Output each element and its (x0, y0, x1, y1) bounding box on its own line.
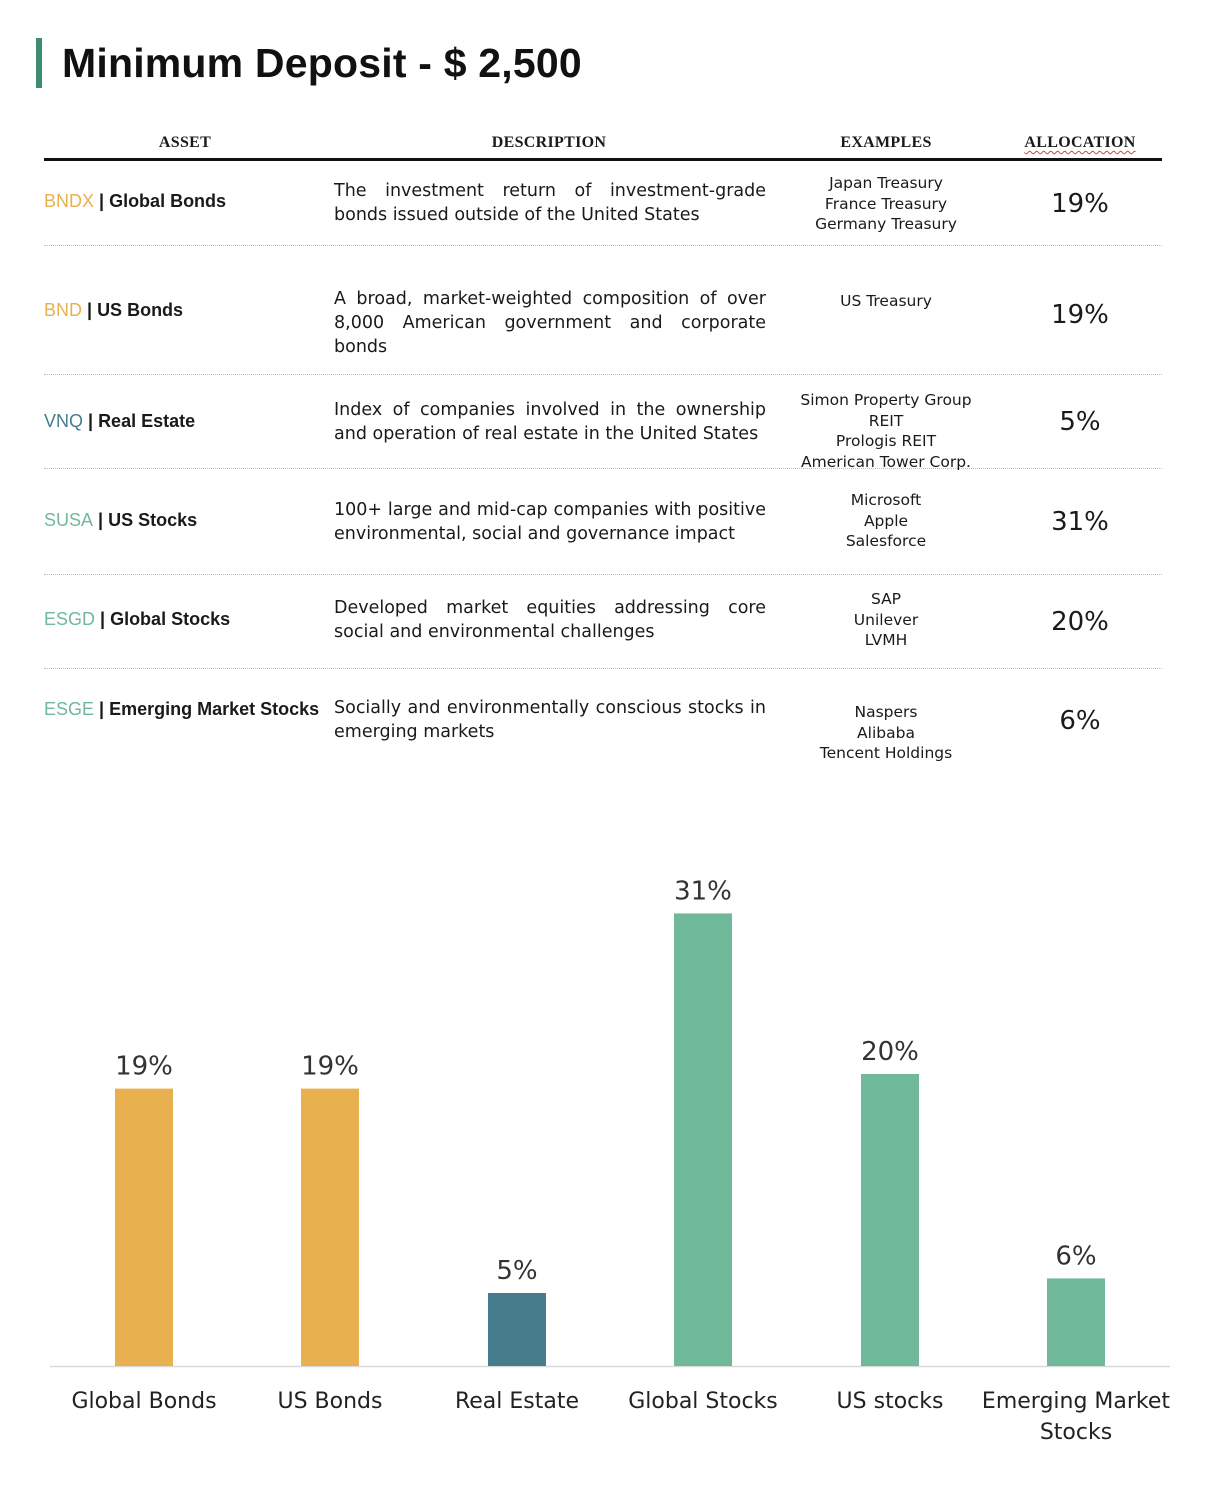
table-row: BND | US Bonds A broad, market-weighted c… (44, 246, 1162, 375)
example-item: Apple (863, 511, 909, 530)
title-block: Minimum Deposit - $ 2,500 (36, 38, 582, 88)
example-item: Germany Treasury (815, 215, 957, 233)
asset-name: Real Estate (98, 411, 196, 431)
asset-cell: ESGE | Emerging Market Stocks (44, 699, 319, 720)
table-row: SUSA | US Stocks 100+ large and mid-cap c… (44, 469, 1162, 575)
table-header: ASSET DESCRIPTION EXAMPLES ALLOCATION (44, 128, 1162, 161)
description-cell: Index of companies involved in the owner… (334, 400, 766, 444)
ticker-label: ESGE (44, 699, 95, 719)
asset-name: US Stocks (108, 510, 198, 530)
asset-name: Emerging Market Stocks (109, 699, 320, 719)
column-header-examples: EXAMPLES (840, 134, 932, 151)
category-label: Global Bonds (71, 1389, 216, 1414)
column-header-allocation: ALLOCATION (1024, 134, 1136, 151)
example-item: Microsoft (850, 491, 922, 509)
separator: | (94, 191, 110, 211)
bar-chart-svg: 19% Global Bonds 19% US Bonds 5% Real Estate 3… (50, 876, 1171, 1445)
ticker-label: ESGD (44, 609, 96, 629)
bar (674, 913, 732, 1366)
allocation-table: ASSET DESCRIPTION EXAMPLES ALLOCATION BN… (44, 128, 1162, 774)
example-item: Japan Treasury (829, 174, 943, 192)
example-item: Tencent Holdings (819, 744, 953, 762)
asset-cell: BNDX | Global Bonds (44, 191, 226, 212)
table-row: ESGE | Emerging Market Stocks Socially an… (44, 669, 1162, 774)
data-label: 6% (1055, 1241, 1096, 1271)
category-label: Real Estate (455, 1389, 579, 1414)
examples-cell: US Treasury (786, 291, 986, 312)
category-label: Stocks (1040, 1420, 1112, 1445)
allocation-value: 20% (1051, 607, 1109, 637)
example-item: US Treasury (840, 292, 932, 310)
bar (861, 1074, 919, 1366)
bar (488, 1293, 546, 1366)
description-cell: Socially and environmentally conscious s… (334, 698, 766, 742)
allocation-value: 19% (1051, 189, 1109, 219)
table-body: BNDX | Global Bonds The investment return… (44, 161, 1162, 774)
examples-cell: Japan Treasury France Treasury Germany Tre… (786, 173, 986, 235)
examples-cell: Microsoft Apple Salesforce (786, 490, 986, 552)
column-header-asset: ASSET (158, 134, 212, 151)
examples-cell: SAP Unilever LVMH (786, 589, 986, 651)
allocation-chart: 19% Global Bonds 19% US Bonds 5% Real Estate 3… (0, 820, 1214, 1492)
example-item: Salesforce (845, 532, 927, 550)
data-label: 5% (496, 1256, 537, 1286)
ticker-label: SUSA (44, 510, 94, 530)
data-label: 19% (115, 1052, 173, 1082)
bar (301, 1088, 359, 1366)
allocation-value: 6% (1059, 706, 1101, 736)
example-item: American Tower Corp. (801, 452, 971, 471)
category-label: Global Stocks (628, 1389, 778, 1414)
ticker-label: BND (44, 300, 83, 320)
allocation-value: 31% (1051, 507, 1109, 537)
asset-name: Global Bonds (109, 191, 227, 211)
example-item: France Treasury (824, 194, 948, 213)
asset-name: US Bonds (97, 300, 184, 320)
asset-cell: ESGD | Global Stocks (44, 609, 230, 630)
example-item: Prologis REIT (835, 432, 937, 450)
title-accent-bar (36, 38, 42, 88)
table-row: ESGD | Global Stocks Developed market equ… (44, 575, 1162, 669)
category-label: Emerging Market (982, 1389, 1171, 1414)
category-label: US stocks (837, 1389, 944, 1414)
example-item: Unilever (853, 610, 919, 629)
example-item: LVMH (864, 631, 908, 649)
examples-cell: Simon Property Group REIT Prologis REIT Am… (786, 390, 986, 472)
allocation-value: 5% (1059, 407, 1101, 437)
separator: | (95, 609, 111, 629)
asset-cell: SUSA | US Stocks (44, 510, 197, 531)
separator: | (94, 699, 110, 719)
asset-name: Global Stocks (110, 609, 231, 629)
separator: | (93, 510, 109, 530)
description-cell: Developed market equities addressing cor… (334, 598, 766, 642)
description-cell: The investment return of investment-grad… (334, 181, 766, 225)
asset-cell: BND | US Bonds (44, 300, 183, 321)
example-item: Naspers (854, 703, 918, 721)
data-label: 31% (674, 876, 732, 906)
separator: | (82, 300, 98, 320)
bar (1047, 1278, 1105, 1366)
allocation-value: 19% (1051, 300, 1109, 330)
data-label: 19% (301, 1052, 359, 1082)
data-label: 20% (861, 1037, 919, 1067)
separator: | (83, 411, 99, 431)
table-row: VNQ | Real Estate Index of companies invo… (44, 375, 1162, 472)
bar (115, 1088, 173, 1366)
example-item: SAP (870, 590, 902, 608)
examples-cell: Naspers Alibaba Tencent Holdings (786, 702, 986, 764)
category-label: US Bonds (278, 1389, 383, 1414)
ticker-label: BNDX (44, 191, 95, 211)
example-item: Simon Property Group REIT (800, 391, 972, 430)
description-cell: A broad, market-weighted composition of … (334, 289, 766, 357)
example-item: Alibaba (857, 723, 915, 742)
asset-cell: VNQ | Real Estate (44, 411, 195, 432)
description-cell: 100+ large and mid-cap companies with po… (334, 500, 766, 544)
table-row: BNDX | Global Bonds The investment return… (44, 161, 1162, 246)
page-title: Minimum Deposit - $ 2,500 (62, 39, 582, 86)
ticker-label: VNQ (44, 411, 84, 431)
column-header-description: DESCRIPTION (491, 134, 607, 151)
